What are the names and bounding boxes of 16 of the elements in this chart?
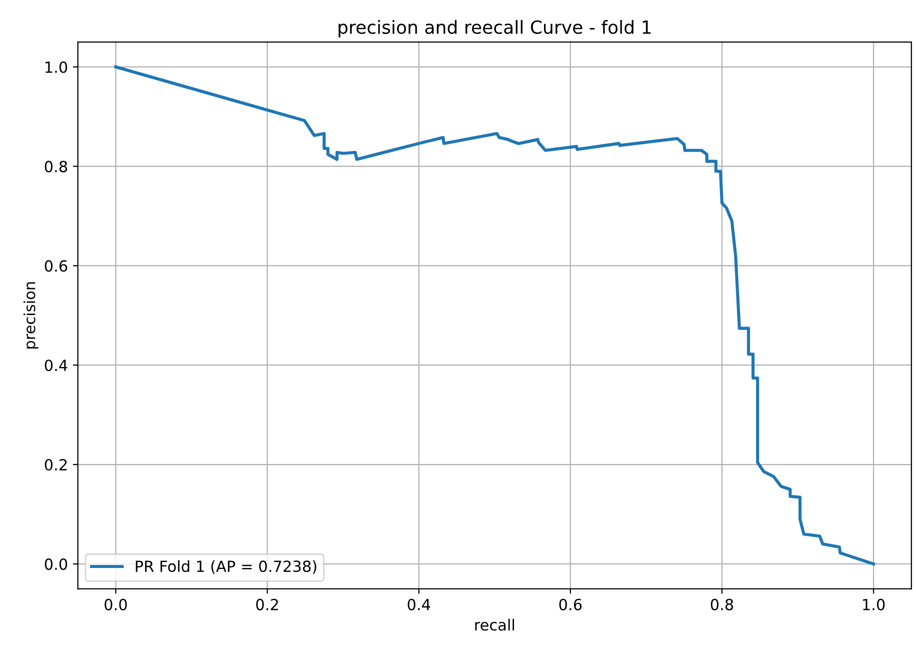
x-tick-label: 0.2 (256, 598, 278, 610)
x-axis-title: recall (475, 618, 514, 631)
y-tick-label: 0.2 (44, 458, 67, 471)
x-tick-label: 0.6 (559, 598, 582, 610)
y-axis-title: precision (24, 282, 38, 348)
legend-label: PR Fold 1 (AP = 0.7238) (136, 560, 316, 574)
x-tick-label: 1.0 (863, 598, 885, 610)
x-tick-label: 0.8 (710, 598, 734, 610)
x-tick-label: 0.4 (408, 598, 430, 610)
y-tick-label: 0.4 (44, 360, 68, 372)
y-tick-label: 0.8 (44, 160, 68, 172)
x-tick-label: 0.0 (104, 598, 127, 610)
chart-title: precision and reecall Curve - fold 1 (338, 20, 651, 38)
y-tick-label: 0.0 (44, 558, 68, 570)
y-tick-label: 1.0 (46, 61, 68, 73)
y-tick-label: 0.6 (44, 260, 68, 272)
